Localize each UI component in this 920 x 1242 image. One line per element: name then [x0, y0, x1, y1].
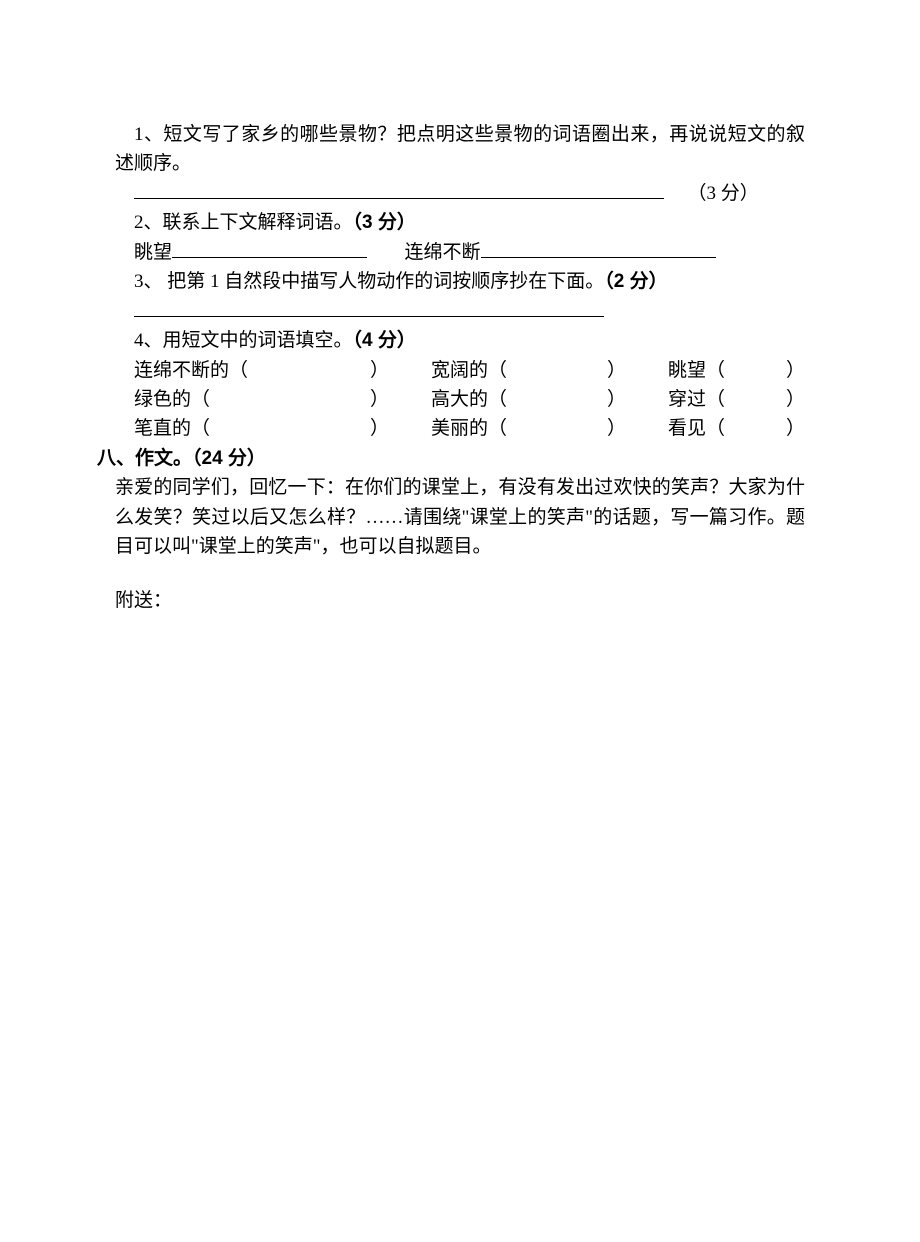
question-1-text: 1、短文写了家乡的哪些景物？把点明这些景物的词语圈出来，再说说短文的叙述顺序。	[115, 120, 805, 179]
q4-r1c2-label: 宽阔的（	[431, 356, 507, 385]
section-8-body: 亲爱的同学们，回忆一下：在你们的课堂上，有没有发出过欢快的笑声？大家为什么发笑？…	[115, 473, 805, 561]
question-2-text: 2、联系上下文解释词语。（3 分）	[115, 208, 805, 237]
q1-points: （3 分）	[688, 183, 759, 204]
question-1-answer-line: （3 分）	[115, 179, 805, 208]
close-paren: ）	[607, 385, 626, 414]
q2-term2: 连绵不断	[405, 242, 481, 263]
close-paren: ）	[607, 356, 626, 385]
q4-r1c3-label: 眺望（	[668, 356, 725, 385]
question-3-answer-line	[115, 297, 805, 326]
close-paren: ）	[786, 385, 805, 414]
q2-term1: 眺望	[134, 242, 172, 263]
q2-points: （3 分）	[353, 212, 416, 233]
q4-r3c2-label: 美丽的（	[431, 414, 507, 443]
q2-blank1[interactable]	[172, 240, 367, 258]
close-paren: ）	[786, 356, 805, 385]
question-3-text: 3、 把第 1 自然段中描写人物动作的词按顺序抄在下面。（2 分）	[115, 267, 805, 296]
q4-r2c2-label: 高大的（	[431, 385, 507, 414]
q4-row: 绿色的（ ） 高大的（ ） 穿过（ ）	[115, 385, 805, 414]
q2-blank2[interactable]	[481, 240, 716, 258]
q4-r2c1-label: 绿色的（	[134, 385, 210, 414]
close-paren: ）	[786, 414, 805, 443]
q3-blank[interactable]	[134, 299, 604, 317]
q1-blank[interactable]	[134, 181, 664, 199]
appendix-label: 附送：	[115, 586, 805, 615]
q3-points: （2 分）	[604, 271, 667, 292]
q4-r1c1-label: 连绵不断的（	[134, 356, 248, 385]
q4-r3c1-label: 笔直的（	[134, 414, 210, 443]
section-8-points: （24 分）	[192, 448, 266, 469]
question-4-grid: 连绵不断的（ ） 宽阔的（ ） 眺望（ ） 绿色的（ ） 高大的（ ）	[115, 356, 805, 444]
q4-row: 连绵不断的（ ） 宽阔的（ ） 眺望（ ）	[115, 356, 805, 385]
close-paren: ）	[370, 414, 389, 443]
q4-r2c3-label: 穿过（	[668, 385, 725, 414]
close-paren: ）	[370, 385, 389, 414]
close-paren: ）	[370, 356, 389, 385]
q4-r3c3-label: 看见（	[668, 414, 725, 443]
q4-row: 笔直的（ ） 美丽的（ ） 看见（ ）	[115, 414, 805, 443]
close-paren: ）	[607, 414, 626, 443]
q4-points: （4 分）	[353, 330, 416, 351]
question-4-text: 4、用短文中的词语填空。（4 分）	[115, 326, 805, 355]
section-8-header: 八、作文。（24 分）	[97, 444, 805, 473]
question-2-terms: 眺望 连绵不断	[115, 238, 805, 267]
